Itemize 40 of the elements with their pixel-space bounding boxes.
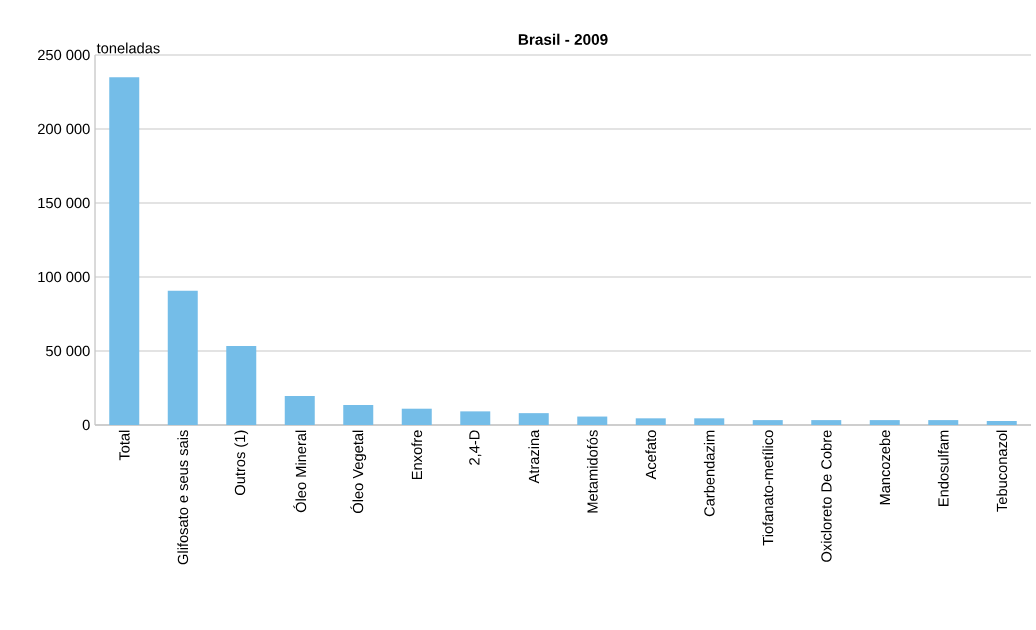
x-tick-label: Atrazina — [528, 429, 540, 484]
y-tick-label: 200 000 — [38, 123, 90, 135]
bar — [401, 408, 432, 425]
y-axis-title: toneladas — [96, 42, 160, 54]
bar — [869, 420, 900, 425]
x-tick-label: Glifosato e seus sais — [177, 430, 189, 565]
x-tick-label: Tebuconazol — [996, 430, 1008, 512]
y-tick-label: 0 — [82, 419, 90, 431]
x-tick-label: Óleo Mineral — [293, 430, 307, 513]
x-tick-label: Acefato — [645, 430, 657, 480]
bar — [284, 395, 315, 425]
x-tick-label: Tiofanato-metílico — [762, 430, 774, 546]
bar — [811, 420, 842, 425]
x-tick-label: Outros (1) — [234, 430, 249, 496]
bar — [167, 290, 198, 425]
bar — [928, 420, 959, 425]
bar — [635, 418, 666, 425]
x-tick-label: Enxofre — [411, 430, 423, 480]
bar — [752, 420, 783, 425]
y-tick-label: 100 000 — [38, 271, 90, 283]
x-tick-label: Mancozebe — [879, 430, 891, 505]
bar — [694, 418, 725, 425]
x-tick-label: Carbendazim — [703, 430, 715, 517]
bar — [986, 420, 1017, 425]
x-tick-label: Oxicloreto De Cobre — [820, 430, 832, 562]
bar — [518, 413, 549, 425]
x-tick-label: Total — [118, 430, 130, 461]
x-tick-label: Óleo Vegetal — [350, 430, 367, 513]
bar — [226, 346, 257, 425]
x-tick-label: 2,4-D — [469, 430, 482, 465]
bar — [343, 405, 374, 425]
y-tick-label: 250 000 — [38, 49, 90, 61]
bar — [109, 77, 140, 425]
chart-title: Brasil - 2009 — [518, 33, 608, 45]
x-tick-label: Metamidofós — [586, 430, 598, 513]
bar — [577, 416, 608, 425]
y-tick-label: 50 000 — [46, 345, 90, 357]
y-tick-label: 150 000 — [38, 197, 90, 209]
x-tick-label: Endosulfam — [937, 430, 949, 506]
bar — [460, 411, 491, 425]
